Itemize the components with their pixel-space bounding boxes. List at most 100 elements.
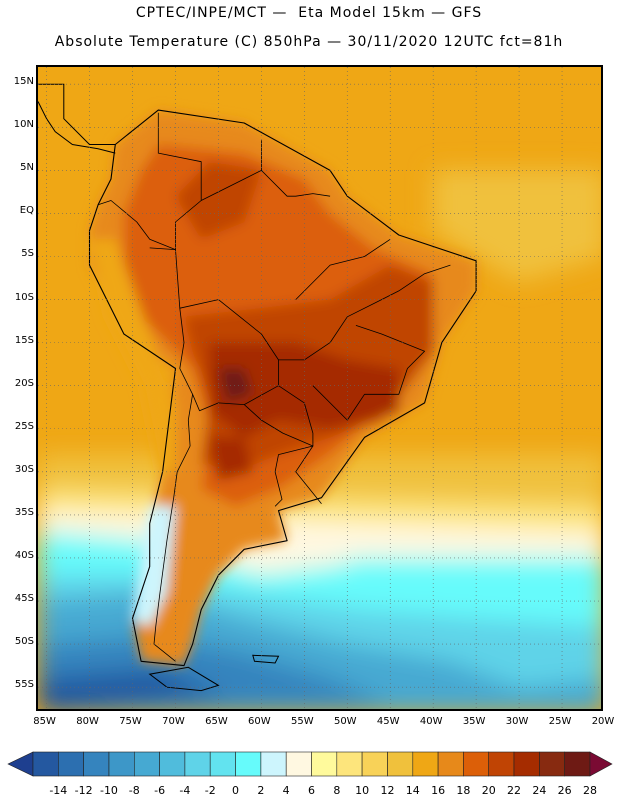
border-line-2 bbox=[157, 112, 202, 250]
legend-swatch bbox=[539, 751, 566, 777]
tierra-del-fuego bbox=[148, 666, 220, 692]
border-line-8 bbox=[278, 264, 451, 361]
lat-tick-label: EQ bbox=[19, 205, 34, 217]
legend-tick-label: 26 bbox=[557, 784, 572, 797]
lat-tick-label: 50S bbox=[14, 636, 34, 648]
patagonia-cool bbox=[132, 506, 176, 627]
lat-lon-grid bbox=[38, 67, 601, 709]
lon-tick-label: 80W bbox=[76, 716, 99, 727]
falkland-islands bbox=[252, 654, 280, 664]
lon-tick-label: 25W bbox=[548, 716, 572, 727]
legend-tick-label: 18 bbox=[456, 784, 471, 797]
band-minus12-minus10c bbox=[38, 669, 227, 709]
land-hotspot bbox=[218, 368, 253, 403]
lat-tick-label: 5S bbox=[21, 248, 34, 260]
central-america-coast bbox=[38, 83, 116, 145]
border-line-5 bbox=[179, 308, 279, 412]
lat-tick-label: 30S bbox=[14, 463, 34, 475]
lat-tick-label: 20S bbox=[14, 377, 34, 389]
legend-swatch bbox=[32, 751, 59, 777]
lat-tick-label: 55S bbox=[14, 679, 34, 691]
lon-tick-label: 30W bbox=[505, 716, 529, 727]
legend-tick-label: 4 bbox=[282, 784, 290, 797]
continent-outline bbox=[38, 83, 477, 692]
legend-arrow-max bbox=[589, 751, 613, 777]
legend-swatch bbox=[184, 751, 211, 777]
border-line-0 bbox=[149, 247, 322, 504]
legend-swatch bbox=[209, 751, 236, 777]
band-atlantic-cool bbox=[347, 558, 601, 627]
lon-tick-label: 65W bbox=[205, 716, 228, 727]
legend-tick-label: 22 bbox=[507, 784, 522, 797]
legend-tick-label: -12 bbox=[74, 784, 93, 797]
legend-tick-label: 14 bbox=[405, 784, 420, 797]
legend-tick-label: 16 bbox=[431, 784, 446, 797]
lat-tick-label: 10N bbox=[13, 119, 34, 131]
lon-tick-label: 35W bbox=[462, 716, 486, 727]
legend-tick-label: -4 bbox=[179, 784, 191, 797]
map-panel bbox=[36, 65, 603, 711]
legend-tick-label: 6 bbox=[308, 784, 315, 797]
color-scale-bar bbox=[7, 751, 613, 777]
legend-swatch bbox=[83, 751, 110, 777]
legend-tick-label: 24 bbox=[532, 784, 547, 797]
border-line-6 bbox=[153, 394, 193, 662]
lon-tick-label: 40W bbox=[419, 716, 443, 727]
lon-tick-label: 70W bbox=[162, 716, 185, 727]
legend-tick-label: 2 bbox=[257, 784, 265, 797]
legend-tick-label: 28 bbox=[583, 784, 597, 797]
legend-tick-label: -10 bbox=[99, 784, 118, 797]
lon-tick-label: 50W bbox=[333, 716, 357, 727]
central-america-coast-pacific bbox=[38, 101, 116, 154]
border-line-7 bbox=[243, 404, 314, 507]
border-line-10 bbox=[295, 238, 391, 300]
legend-swatch bbox=[564, 751, 591, 777]
border-line-1 bbox=[97, 200, 176, 250]
map-title-source: CPTEC/INPE/MCT — Eta Model 15km — GFS bbox=[135, 5, 483, 21]
legend-swatch bbox=[437, 751, 464, 777]
legend-tick-label: 8 bbox=[333, 784, 341, 797]
legend-swatch bbox=[513, 751, 540, 777]
lon-tick-label: 55W bbox=[291, 716, 314, 727]
legend-swatch bbox=[159, 751, 186, 777]
legend-swatch bbox=[57, 751, 84, 777]
legend-tick-label: 10 bbox=[355, 784, 370, 797]
legend-swatch bbox=[463, 751, 489, 777]
legend-swatch bbox=[235, 751, 262, 777]
land-chaco-warm bbox=[209, 437, 253, 481]
lon-tick-label: 20W bbox=[591, 716, 615, 727]
legend-swatch bbox=[260, 751, 287, 777]
lat-tick-label: 25S bbox=[14, 420, 34, 432]
lat-tick-label: 40S bbox=[14, 549, 34, 561]
lat-tick-label: 35S bbox=[14, 506, 34, 518]
border-line-4 bbox=[261, 170, 331, 197]
band-atlantic-16c bbox=[433, 170, 601, 283]
legend-arrow-min bbox=[7, 751, 34, 777]
lat-tick-label: 15N bbox=[13, 76, 34, 88]
lat-tick-label: 45S bbox=[14, 593, 34, 605]
legend-swatch bbox=[336, 751, 363, 777]
legend-swatch bbox=[134, 751, 160, 777]
legend-swatch bbox=[387, 751, 414, 777]
legend-tick-label: -6 bbox=[154, 784, 166, 797]
lat-tick-label: 5N bbox=[20, 162, 34, 174]
lon-tick-label: 85W bbox=[33, 716, 56, 727]
lat-tick-label: 15S bbox=[14, 334, 34, 346]
map-title-variable: Absolute Temperature (C) 850hPa — 30/11/… bbox=[54, 34, 564, 50]
legend-swatch bbox=[108, 751, 135, 777]
lon-tick-label: 75W bbox=[119, 716, 142, 727]
legend-tick-label: 20 bbox=[481, 784, 496, 797]
legend-swatch bbox=[311, 751, 338, 777]
legend-tick-label: 12 bbox=[380, 784, 395, 797]
legend-swatch bbox=[412, 751, 439, 777]
temperature-map bbox=[38, 67, 601, 709]
legend-tick-label: -2 bbox=[204, 784, 216, 797]
legend-tick-label: -8 bbox=[128, 784, 140, 797]
temperature-shading bbox=[38, 67, 601, 709]
legend-tick-label: -14 bbox=[49, 784, 68, 797]
lon-tick-label: 45W bbox=[376, 716, 400, 727]
legend-tick-label: 0 bbox=[232, 784, 240, 797]
lon-tick-label: 60W bbox=[248, 716, 271, 727]
lat-tick-label: 10S bbox=[14, 291, 34, 303]
legend-swatch bbox=[361, 751, 388, 777]
